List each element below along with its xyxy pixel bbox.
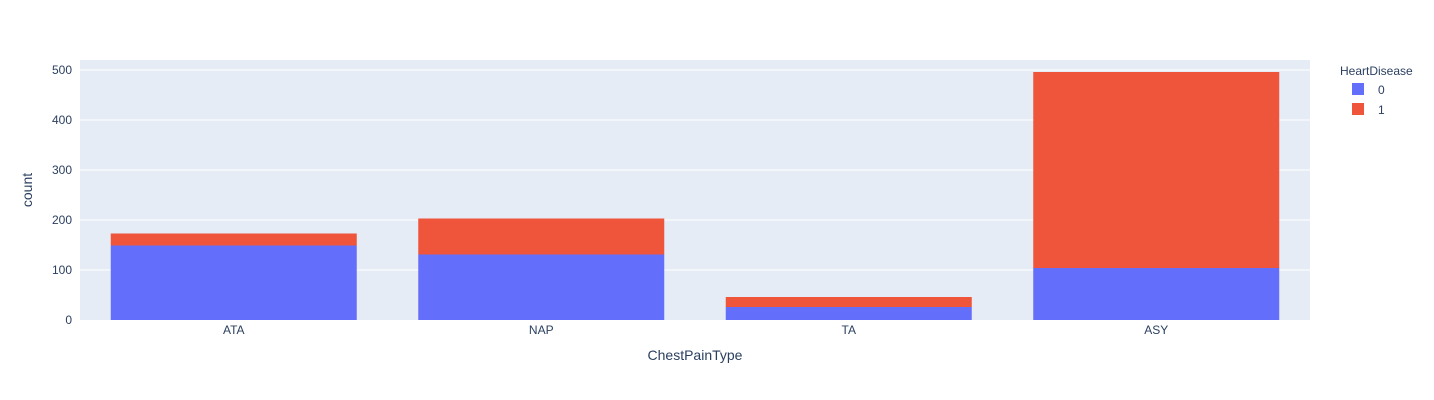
x-tick-label: ATA	[223, 323, 245, 337]
y-tick-label: 500	[52, 63, 72, 77]
bars	[110, 72, 1280, 321]
x-tick-label: NAP	[529, 323, 554, 337]
bar-asy-series-1[interactable]	[1033, 72, 1280, 268]
legend-item-label[interactable]: 1	[1378, 103, 1385, 117]
bar-nap-series-0[interactable]	[418, 254, 665, 321]
bar-ata-series-0[interactable]	[110, 245, 357, 321]
y-tick-labels: 0 100 200 300 400 500	[52, 63, 72, 327]
y-tick-label: 200	[52, 213, 72, 227]
bar-ata-series-1[interactable]	[110, 233, 357, 246]
y-tick-label: 0	[65, 313, 72, 327]
bar-ta-series-0[interactable]	[725, 307, 972, 320]
legend-title: HeartDisease	[1340, 64, 1413, 78]
legend-item-label[interactable]: 0	[1378, 83, 1385, 97]
x-tick-labels: ATA NAP TA ASY	[223, 323, 1168, 337]
bar-asy-series-0[interactable]	[1033, 268, 1280, 320]
x-tick-label: ASY	[1144, 323, 1168, 337]
x-tick-label: TA	[842, 323, 856, 337]
legend[interactable]: HeartDisease 0 1	[1340, 64, 1413, 117]
bar-ta-series-1[interactable]	[725, 297, 972, 307]
y-tick-label: 300	[52, 163, 72, 177]
legend-swatch-1[interactable]	[1352, 103, 1364, 115]
y-tick-label: 400	[52, 113, 72, 127]
legend-swatch-0[interactable]	[1352, 83, 1364, 95]
y-tick-label: 100	[52, 263, 72, 277]
x-axis-title: ChestPainType	[648, 347, 743, 363]
bar-nap-series-1[interactable]	[418, 218, 665, 255]
y-axis-title: count	[19, 173, 35, 207]
